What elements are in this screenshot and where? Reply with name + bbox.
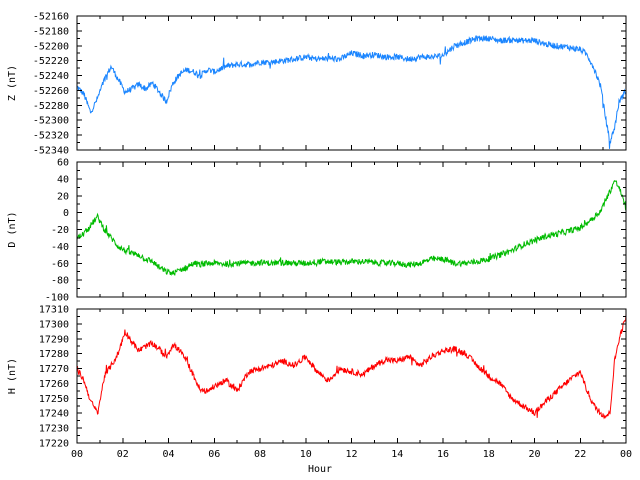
series-line-z [76, 35, 627, 149]
x-tick-label: 16 [437, 449, 449, 460]
x-tick-label: 14 [391, 449, 403, 460]
y-tick-label: -52240 [33, 71, 69, 82]
panel-d: -100 -80 -60 -40 -20 0 20 40 60 D (nT) [7, 158, 627, 304]
y-tick-label: 17260 [39, 379, 69, 390]
x-tick-label: 20 [528, 449, 540, 460]
y-tick-label: -52340 [33, 146, 69, 157]
panel-frame-h [76, 308, 627, 444]
y-tick-label: 17300 [39, 319, 69, 330]
y-tick-label: 17280 [39, 349, 69, 360]
x-tick-label: 06 [208, 449, 220, 460]
y-tick-label: 0 [63, 208, 69, 219]
x-axis-title: Hour [308, 464, 332, 475]
y-tick-label: 60 [57, 158, 69, 169]
y-axis-title-d: D (nT) [7, 211, 18, 247]
x-tick-label: 02 [117, 449, 129, 460]
y-tick-label: -52260 [33, 86, 69, 97]
panel-frame-z [76, 15, 627, 151]
panel-frame-d [76, 161, 627, 298]
y-tick-label: -52300 [33, 116, 69, 127]
y-tick-label: -52160 [33, 12, 69, 23]
x-tick-label: 00 [620, 449, 632, 460]
y-axis-title-h: H (nT) [7, 358, 18, 394]
y-tick-label: -52200 [33, 41, 69, 52]
y-tick-label: 20 [57, 191, 69, 202]
x-tick-label: 00 [71, 449, 83, 460]
y-tick-label: -80 [51, 276, 69, 287]
y-tick-label: -52320 [33, 131, 69, 142]
y-tick-label: -52280 [33, 101, 69, 112]
y-tick-label: 17270 [39, 364, 69, 375]
y-tick-label: 17230 [39, 424, 69, 435]
panel-z: -52340 -52320 -52300 -52280 -52260 -52240 -522… [7, 12, 627, 157]
y-tick-label: -100 [45, 293, 69, 304]
y-tick-label: -52180 [33, 26, 69, 37]
y-tick-label: -40 [51, 242, 69, 253]
series-line-h [76, 314, 627, 420]
y-tick-label: 17310 [39, 305, 69, 316]
y-tick-label: -20 [51, 225, 69, 236]
y-axis-title-z: Z (nT) [7, 65, 18, 101]
x-tick-label: 10 [300, 449, 312, 460]
y-tick-label: 17290 [39, 334, 69, 345]
y-tick-label: -52220 [33, 56, 69, 67]
x-tick-label: 22 [574, 449, 586, 460]
x-tick-label: 12 [345, 449, 357, 460]
y-tick-label: 17220 [39, 439, 69, 450]
x-tick-label: 18 [483, 449, 495, 460]
y-tick-label: 17240 [39, 409, 69, 420]
y-tick-label: 40 [57, 174, 69, 185]
series-line-d [76, 180, 627, 277]
x-tick-label: 04 [162, 449, 174, 460]
y-tick-label: -60 [51, 259, 69, 270]
panel-h: 17220 17230 17240 17250 17260 17270 17280 17290… [7, 305, 627, 450]
y-tick-label: 17250 [39, 394, 69, 405]
x-tick-label: 08 [254, 449, 266, 460]
